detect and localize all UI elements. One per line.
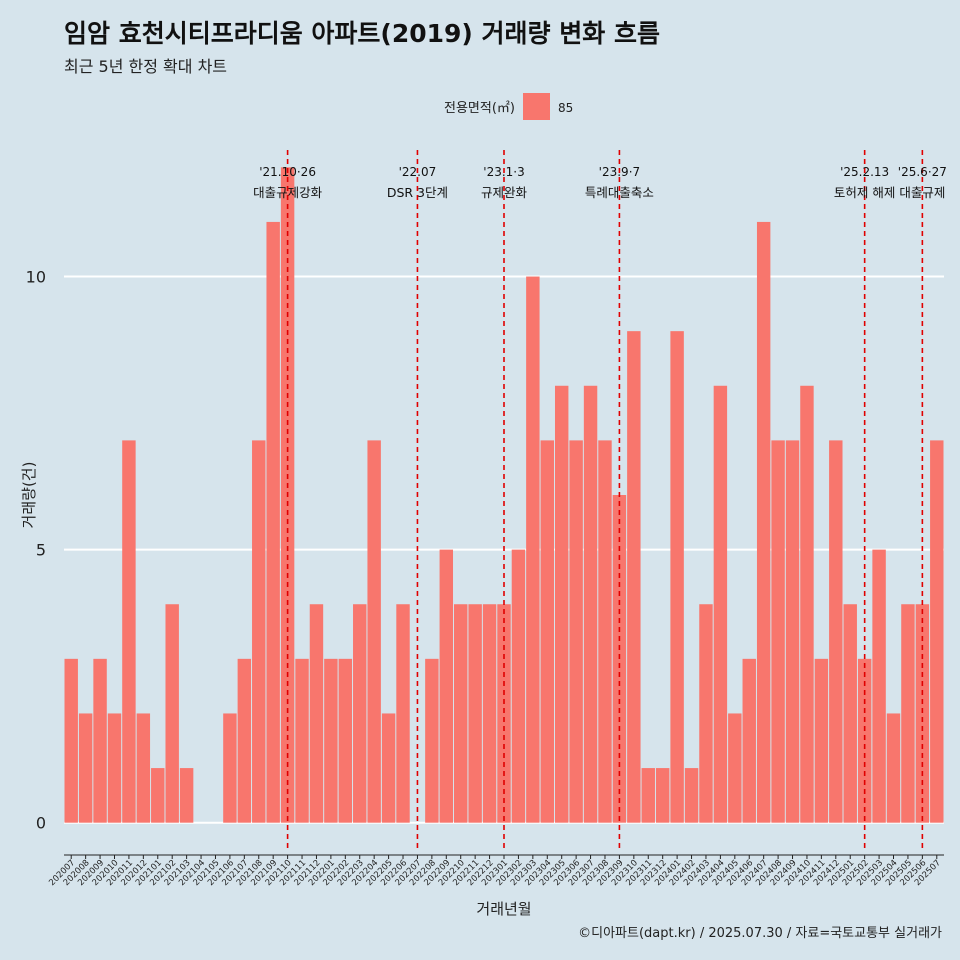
bar [295, 658, 309, 823]
event-name-label: 특례대출축소 [585, 185, 654, 200]
bar [252, 440, 266, 823]
bar [627, 331, 641, 823]
bar [309, 604, 324, 823]
bar [583, 385, 598, 823]
bar [136, 713, 151, 823]
event-date-label: '23.9·7 [599, 165, 640, 179]
bar [872, 549, 886, 823]
bar [179, 768, 194, 823]
bar [901, 604, 915, 823]
bar [381, 713, 396, 823]
bar [756, 221, 771, 823]
bar [554, 385, 569, 823]
bar [670, 331, 684, 823]
bar [338, 658, 353, 823]
event-date-label: '25.6·27 [898, 165, 947, 179]
bar [151, 768, 165, 823]
bar [655, 768, 670, 823]
chart-title: 임암 효천시티프라디움 아파트(2019) 거래량 변화 흐름 [64, 19, 660, 48]
bar [598, 440, 612, 823]
bars [64, 167, 944, 823]
y-tick-label: 5 [36, 541, 46, 560]
bar [396, 604, 410, 823]
bar [468, 604, 482, 823]
bar [785, 440, 800, 823]
legend-item-label: 85 [558, 101, 573, 115]
bar [526, 276, 540, 823]
bar [886, 713, 901, 823]
bar [122, 440, 136, 823]
bar [64, 658, 78, 823]
bar [107, 713, 122, 823]
bar [742, 658, 756, 823]
bar [814, 658, 829, 823]
event-date-label: '23.1·3 [483, 165, 524, 179]
event-name-label: DSR 3단계 [387, 185, 448, 200]
bar [497, 604, 511, 823]
bar [367, 440, 381, 823]
event-markers: '21.10·26 대출규제강화 '22.07 DSR 3단계 '23.1·3 규제완화 '… [253, 150, 947, 850]
event-date-label: '25.2.13 [840, 165, 889, 179]
legend-swatch [523, 93, 550, 120]
event-name-label: 대출규제 [899, 185, 945, 200]
bar [439, 549, 454, 823]
bar [843, 604, 857, 823]
y-tick-label: 0 [36, 814, 46, 833]
bar [237, 658, 252, 823]
bar [482, 604, 497, 823]
bar [728, 713, 742, 823]
bar [857, 658, 872, 823]
bar [353, 604, 367, 823]
event-name-label: 토허제 해제 [834, 185, 895, 200]
bar [771, 440, 785, 823]
bar [223, 713, 237, 823]
event-name-label: 대출규제강화 [253, 185, 323, 200]
bar [930, 440, 944, 823]
y-tick-label: 10 [26, 268, 46, 287]
chart-subtitle: 최근 5년 한정 확대 차트 [64, 57, 228, 76]
bar [425, 658, 439, 823]
source-caption: ©디아파트(dapt.kr) / 2025.07.30 / 자료=국토교통부 실… [578, 926, 942, 941]
bar [540, 440, 554, 823]
bar [454, 604, 468, 823]
event-date-label: '21.10·26 [259, 165, 316, 179]
bar [324, 658, 338, 823]
bar [699, 604, 713, 823]
bar [165, 604, 179, 823]
bar [684, 768, 699, 823]
bar [713, 385, 728, 823]
bar [511, 549, 526, 823]
event-name-label: 규제완화 [481, 185, 528, 200]
bar [569, 440, 583, 823]
legend-title: 전용면적(㎡) [444, 101, 515, 116]
legend: 전용면적(㎡) 85 [444, 93, 573, 120]
event-date-label: '22.07 [399, 165, 437, 179]
bar [829, 440, 843, 823]
bar [266, 221, 280, 823]
bar [800, 385, 814, 823]
bar [915, 604, 930, 823]
bar [93, 658, 107, 823]
bar [78, 713, 93, 823]
y-axis-title: 거래량(건) [20, 462, 38, 529]
x-axis-title: 거래년월 [476, 900, 531, 918]
bar [641, 768, 655, 823]
